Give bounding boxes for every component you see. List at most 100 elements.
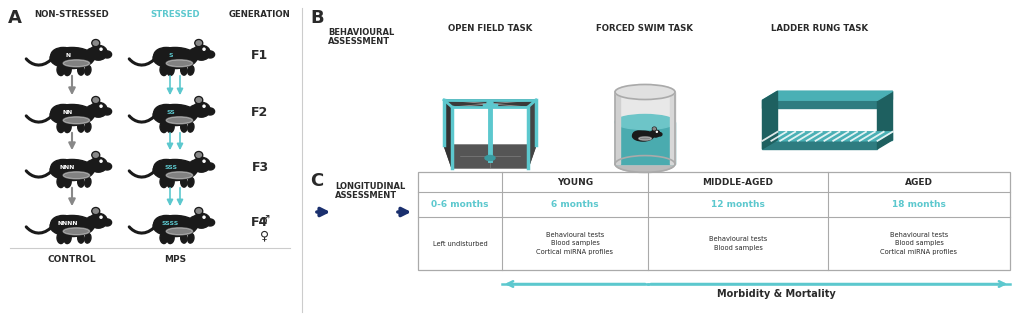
Ellipse shape [187, 234, 194, 243]
Ellipse shape [90, 157, 107, 172]
Ellipse shape [85, 123, 91, 132]
Polygon shape [443, 145, 535, 168]
Polygon shape [762, 100, 876, 108]
Text: SSS: SSS [164, 165, 177, 170]
Ellipse shape [160, 122, 167, 132]
Polygon shape [614, 92, 620, 164]
Polygon shape [876, 91, 892, 149]
Polygon shape [432, 177, 547, 190]
Ellipse shape [93, 98, 98, 102]
Ellipse shape [92, 208, 100, 214]
Text: ASSESSMENT: ASSESSMENT [328, 37, 389, 46]
Text: CONTROL: CONTROL [48, 255, 96, 265]
Circle shape [100, 216, 102, 218]
FancyBboxPatch shape [418, 172, 1009, 270]
Ellipse shape [103, 108, 111, 115]
Ellipse shape [649, 132, 654, 137]
Text: 0-6 months: 0-6 months [431, 200, 488, 209]
Text: B: B [310, 9, 323, 27]
Ellipse shape [484, 156, 494, 161]
Polygon shape [614, 92, 675, 164]
Ellipse shape [57, 65, 64, 76]
Ellipse shape [86, 160, 97, 173]
Ellipse shape [86, 216, 97, 228]
Ellipse shape [193, 213, 210, 228]
Polygon shape [762, 91, 776, 149]
Polygon shape [669, 92, 675, 164]
Ellipse shape [160, 65, 167, 76]
Ellipse shape [206, 219, 214, 226]
Polygon shape [443, 100, 535, 107]
Ellipse shape [85, 178, 91, 187]
Circle shape [203, 48, 205, 50]
Ellipse shape [103, 219, 111, 226]
Ellipse shape [51, 215, 75, 231]
Ellipse shape [614, 84, 675, 100]
Ellipse shape [64, 65, 71, 76]
Ellipse shape [632, 131, 653, 141]
Ellipse shape [77, 66, 84, 75]
Ellipse shape [651, 130, 659, 137]
Text: YOUNG: YOUNG [556, 178, 592, 187]
Ellipse shape [93, 209, 98, 213]
Text: NNNN: NNNN [57, 221, 77, 226]
Ellipse shape [77, 123, 84, 132]
Ellipse shape [193, 45, 210, 60]
Polygon shape [528, 100, 535, 168]
Ellipse shape [63, 60, 90, 67]
Ellipse shape [614, 156, 675, 172]
Polygon shape [762, 91, 892, 100]
Ellipse shape [93, 41, 98, 45]
Ellipse shape [180, 123, 186, 132]
Text: F4: F4 [251, 217, 268, 229]
Ellipse shape [648, 140, 651, 144]
Text: 6 months: 6 months [550, 200, 598, 209]
Ellipse shape [57, 122, 64, 132]
Ellipse shape [103, 51, 111, 58]
Ellipse shape [486, 101, 492, 105]
Ellipse shape [57, 233, 64, 244]
Ellipse shape [85, 234, 91, 243]
Text: STRESSED: STRESSED [150, 10, 200, 19]
Ellipse shape [189, 160, 200, 173]
Text: S: S [168, 53, 172, 58]
Ellipse shape [85, 66, 91, 75]
Ellipse shape [50, 104, 94, 125]
Ellipse shape [652, 127, 655, 131]
Text: NON-STRESSED: NON-STRESSED [35, 10, 109, 19]
Ellipse shape [50, 47, 94, 68]
Ellipse shape [167, 122, 174, 132]
Ellipse shape [180, 234, 186, 243]
Ellipse shape [63, 172, 90, 179]
Ellipse shape [50, 159, 94, 180]
Ellipse shape [206, 163, 214, 170]
Ellipse shape [167, 233, 174, 244]
Ellipse shape [64, 233, 71, 244]
Circle shape [100, 105, 102, 107]
Text: BEHAVIOURAL: BEHAVIOURAL [328, 28, 394, 37]
Ellipse shape [189, 216, 200, 228]
Ellipse shape [187, 178, 194, 187]
Circle shape [203, 160, 205, 162]
Polygon shape [762, 141, 876, 149]
Text: C: C [310, 172, 323, 190]
Text: OPEN FIELD TASK: OPEN FIELD TASK [447, 24, 532, 33]
Text: ♀: ♀ [260, 229, 269, 243]
Ellipse shape [189, 105, 200, 118]
Ellipse shape [633, 131, 644, 139]
Text: FORCED SWIM TASK: FORCED SWIM TASK [596, 24, 693, 33]
Ellipse shape [92, 97, 100, 104]
Ellipse shape [195, 97, 203, 104]
Text: LONGITUDINAL: LONGITUDINAL [334, 182, 405, 191]
Circle shape [203, 105, 205, 107]
Ellipse shape [92, 40, 100, 47]
Ellipse shape [160, 233, 167, 244]
Ellipse shape [64, 122, 71, 132]
Ellipse shape [206, 51, 214, 58]
Text: F3: F3 [252, 161, 268, 173]
Ellipse shape [92, 152, 100, 159]
Ellipse shape [90, 213, 107, 228]
Text: A: A [8, 9, 21, 27]
Ellipse shape [189, 48, 200, 61]
Ellipse shape [166, 60, 193, 67]
